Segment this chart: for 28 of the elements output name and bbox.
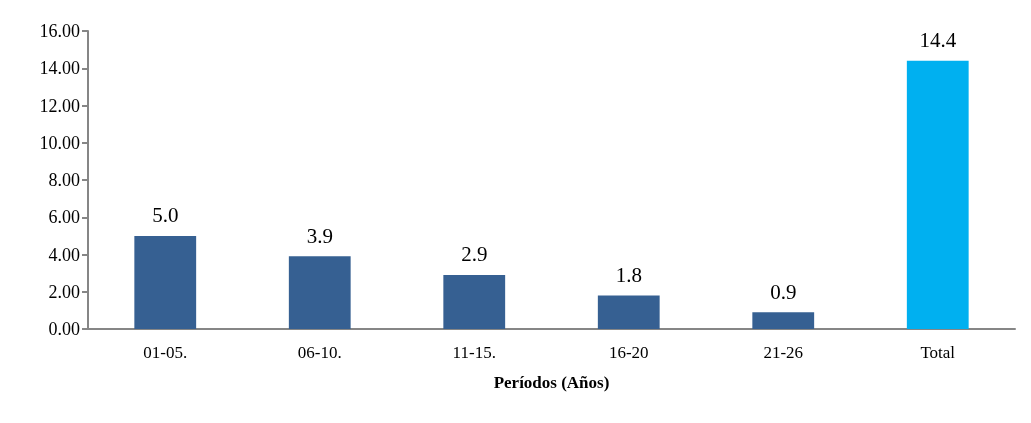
y-tick-label: 10.00 [39,132,80,153]
bar [288,256,351,329]
y-tick-label: 4.00 [48,244,80,265]
x-tick-label: Total [920,343,956,362]
bar [752,312,815,329]
bar [906,60,969,329]
x-tick-label: 11-15. [452,343,496,362]
y-tick-label: 0.00 [48,319,80,339]
bar [443,274,506,329]
y-tick-label: 8.00 [48,170,80,190]
data-label: 1.8 [615,262,642,287]
x-tick-label: 16-20 [608,343,649,362]
x-axis-title: Períodos (Años) [493,373,610,392]
bar [597,295,660,329]
data-label: 2.9 [461,242,488,267]
data-label: 5.0 [152,203,179,228]
x-tick-label: 21-26 [763,343,804,362]
data-label: 0.9 [770,279,797,304]
x-tick-label: 06-10. [297,343,342,362]
y-tick-label: 14.00 [39,58,80,79]
bar [134,235,197,329]
x-tick-label: 01-05. [143,343,188,362]
data-label: 3.9 [306,223,333,248]
y-tick-label: 2.00 [48,281,80,302]
data-label: 14.4 [919,28,957,53]
y-tick-label: 6.00 [48,207,80,228]
y-tick-label: 16.00 [39,21,80,41]
y-tick-label: 12.00 [39,95,80,116]
